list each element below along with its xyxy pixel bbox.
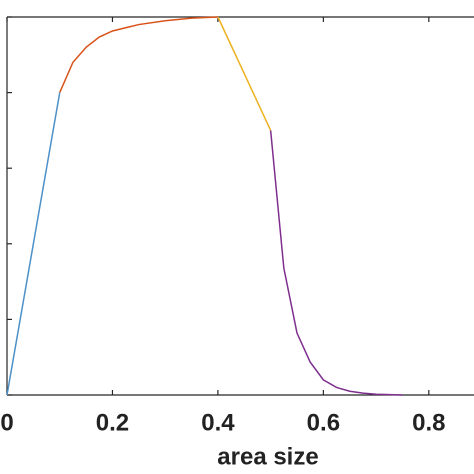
line-series [269,130,403,396]
x-tick-label: 0.6 [307,409,340,436]
x-tick-label: 0.2 [96,409,129,436]
x-tick-label: 0.4 [201,409,235,436]
line-series [6,92,61,396]
x-tick-label: 0.8 [412,409,445,436]
x-axis-label: area size [217,443,318,470]
x-tick-label: 0 [0,409,13,436]
line-series [217,16,272,131]
line-series [59,16,218,93]
